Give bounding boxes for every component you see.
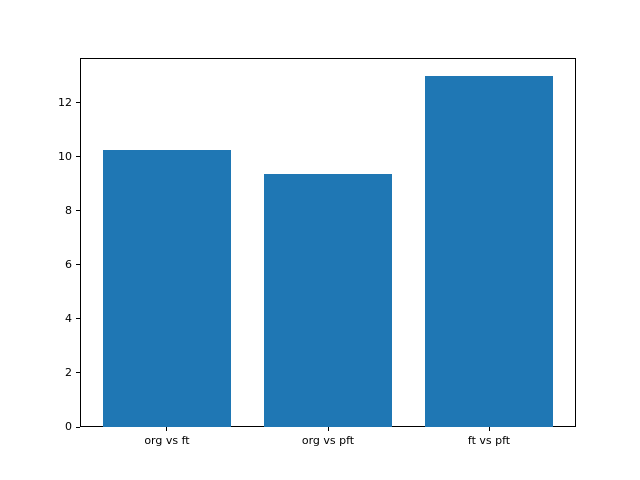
y-tick-mark (76, 372, 80, 374)
x-tick-label-ft-vs-pft: ft vs pft (467, 434, 511, 447)
y-tick-label: 8 (65, 203, 72, 217)
y-tick-label: 10 (58, 149, 72, 163)
y-tick-label: 12 (58, 95, 72, 109)
x-tick-mark (166, 427, 168, 431)
y-tick-mark (76, 318, 80, 320)
y-tick-label: 4 (65, 311, 72, 325)
bar-org-vs-pft (263, 173, 393, 427)
y-tick-mark (76, 210, 80, 212)
y-tick-label: 2 (65, 365, 72, 379)
x-tick-label-org-vs-pft: org vs pft (301, 434, 355, 447)
x-tick-label-org-vs-ft: org vs ft (144, 434, 190, 447)
x-tick-mark (327, 427, 329, 431)
y-tick-label: 6 (65, 257, 72, 271)
y-tick-mark (76, 264, 80, 266)
bar-org-vs-ft (102, 149, 232, 427)
y-tick-mark (76, 102, 80, 104)
y-tick-label: 0 (65, 420, 72, 433)
y-tick-mark (76, 156, 80, 158)
x-tick-mark (488, 427, 490, 431)
bar-ft-vs-pft (424, 75, 554, 427)
y-tick-mark (76, 426, 80, 428)
